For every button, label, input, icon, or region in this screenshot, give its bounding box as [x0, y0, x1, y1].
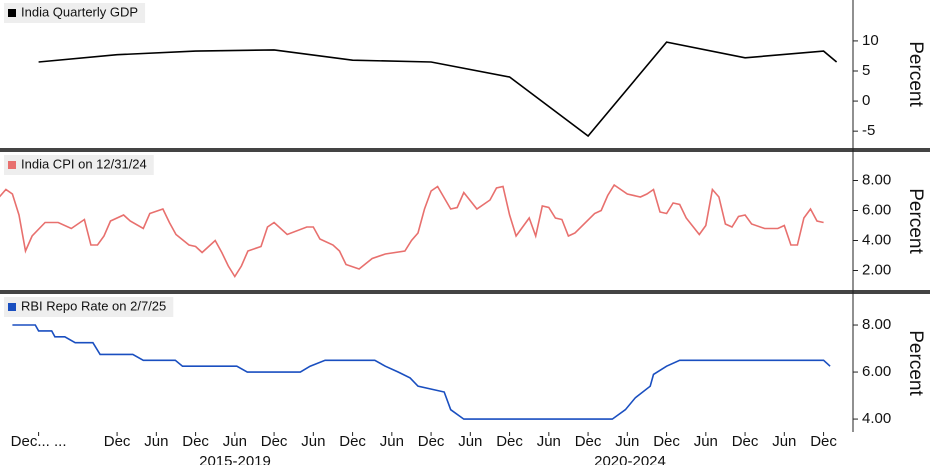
- legend-label: RBI Repo Rate on 2/7/25: [21, 298, 166, 313]
- x-tick-label: Dec: [810, 433, 837, 450]
- x-tick-label: Dec: [261, 433, 288, 450]
- y-tick-label: 0: [862, 92, 870, 109]
- panel-separator: [0, 290, 930, 294]
- x-group-label: 2015-2019: [199, 453, 271, 465]
- legend-label: India CPI on 12/31/24: [21, 156, 147, 171]
- x-tick-label: Jun: [144, 433, 168, 450]
- x-tick-label: Jun: [380, 433, 404, 450]
- legend-box: [4, 3, 146, 23]
- series-line: [12, 324, 831, 420]
- y-tick-label: 4.00: [862, 410, 891, 427]
- x-tick-label: Jun: [772, 433, 796, 450]
- x-tick-label: Dec: [418, 433, 445, 450]
- x-tick-label: Jun: [458, 433, 482, 450]
- x-tick-label: Dec: [104, 433, 131, 450]
- x-tick-label: Jun: [615, 433, 639, 450]
- panel-separator: [0, 148, 930, 152]
- legend-box: [4, 155, 154, 175]
- x-tick-label: Dec: [575, 433, 602, 450]
- y-axis-title: Percent: [905, 330, 926, 396]
- y-tick-label: 6.00: [862, 363, 891, 380]
- y-tick-label: 5: [862, 62, 870, 79]
- legend-swatch: [8, 9, 16, 17]
- y-tick-label: 8.00: [862, 171, 891, 188]
- x-tick-label: Dec: [496, 433, 523, 450]
- series-line: [38, 41, 838, 138]
- y-axis-title: Percent: [905, 41, 926, 107]
- x-tick-label: Jun: [223, 433, 247, 450]
- x-tick-label: Dec: [182, 433, 209, 450]
- x-tick-label: Dec: [732, 433, 759, 450]
- y-tick-label: 6.00: [862, 201, 891, 218]
- y-tick-label: 4.00: [862, 231, 891, 248]
- series-line: [0, 183, 824, 279]
- x-tick-label: Dec... ...: [11, 433, 67, 450]
- x-tick-label: Dec: [339, 433, 366, 450]
- x-tick-label: Jun: [537, 433, 561, 450]
- legend-box: [4, 297, 174, 317]
- x-tick-label: Dec: [653, 433, 680, 450]
- y-tick-label: 8.00: [862, 316, 891, 333]
- x-tick-label: Jun: [694, 433, 718, 450]
- y-tick-label: -5: [862, 122, 875, 139]
- y-tick-label: 10: [862, 32, 879, 49]
- legend-swatch: [8, 303, 16, 311]
- x-group-label: 2020-2024: [594, 453, 666, 465]
- legend-label: India Quarterly GDP: [21, 4, 138, 19]
- y-axis-title: Percent: [905, 188, 926, 254]
- y-tick-label: 2.00: [862, 261, 891, 278]
- x-tick-label: Jun: [301, 433, 325, 450]
- legend-swatch: [8, 161, 16, 169]
